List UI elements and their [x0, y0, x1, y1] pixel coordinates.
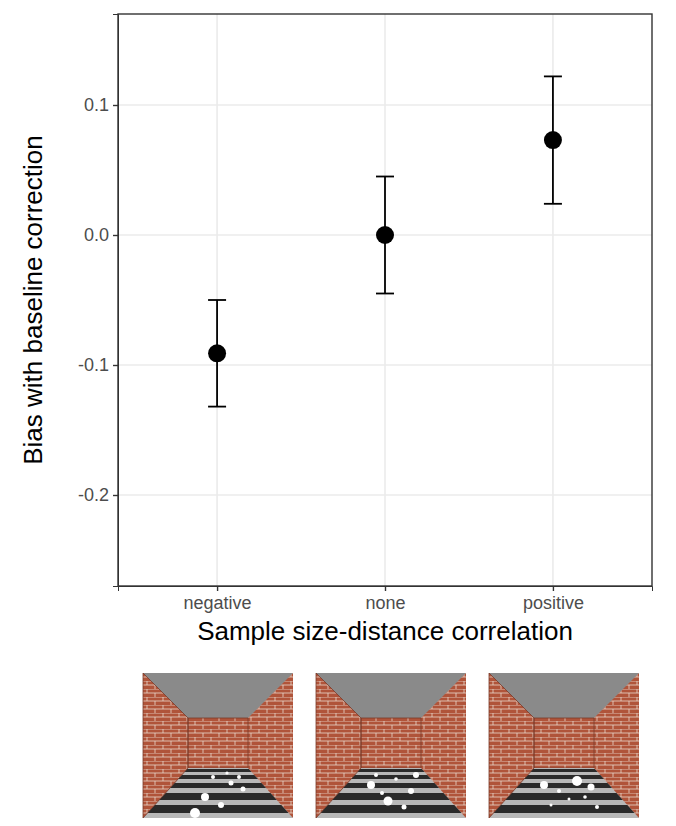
floor-stripe — [343, 783, 439, 788]
error-bar-cap — [208, 406, 226, 408]
y-tick-label: -0.2 — [78, 485, 109, 505]
y-tick: 0.1 — [84, 95, 118, 115]
floor-stripe — [159, 793, 277, 800]
error-bar — [376, 177, 394, 294]
floor-stripe — [505, 793, 623, 800]
x-axis-line — [119, 587, 653, 592]
floor-stripe — [357, 769, 424, 772]
grid — [118, 14, 652, 586]
y-tick: -0.1 — [78, 355, 118, 375]
corridor-back-wall — [534, 718, 594, 768]
corridor-edge — [143, 673, 188, 818]
y-tick-label: 0.0 — [84, 225, 109, 245]
corridor-back-wall — [361, 718, 421, 768]
x-tick-mark — [217, 586, 218, 591]
corridor-edge — [489, 673, 534, 818]
error-bar-cap — [544, 76, 562, 78]
y-tick: -0.2 — [78, 485, 118, 505]
floor-stripe — [321, 805, 462, 813]
corridor-walls — [143, 673, 293, 818]
corridor-walls — [489, 673, 639, 818]
point — [376, 226, 394, 244]
corridor-back-wall — [188, 718, 248, 768]
corridor-dot — [384, 797, 393, 806]
error-bar — [208, 300, 226, 407]
y-axis-title: Bias with baseline correction — [18, 135, 48, 465]
corridor-picture — [143, 673, 293, 818]
floor-stripe — [184, 769, 251, 772]
error-bar-cap — [376, 176, 394, 178]
corridor-dot — [241, 787, 246, 792]
corridor-dot — [557, 789, 561, 793]
y-tick-mark — [113, 365, 118, 366]
corridor-dot — [402, 805, 407, 810]
corridor-picture — [489, 673, 639, 818]
floor-stripe — [516, 783, 612, 788]
corridor-walls — [316, 673, 466, 818]
x-axis: negative none positive — [119, 586, 653, 613]
floor-stripe — [178, 775, 258, 779]
corridor-dot — [595, 805, 599, 809]
x-axis-title: Sample size-distance correlation — [197, 616, 573, 646]
x-tick: none — [365, 586, 405, 613]
y-tick-mark — [113, 235, 118, 236]
x-tick-label: negative — [184, 593, 252, 613]
x-tick-mark — [553, 586, 554, 591]
y-tick-label: 0.1 — [84, 95, 109, 115]
marks — [208, 76, 562, 406]
y-tick-mark — [113, 495, 118, 496]
error-bar-cap — [376, 293, 394, 295]
corridor-dot — [550, 804, 553, 807]
point — [208, 344, 226, 362]
point — [544, 131, 562, 149]
corridor-picture — [316, 673, 466, 818]
corridor-dot — [413, 772, 419, 778]
corridor-dot — [380, 791, 384, 795]
corridor-dot — [190, 808, 200, 818]
corridor-dot — [225, 771, 228, 774]
floor-stripe — [148, 805, 289, 813]
corridor-dot — [229, 781, 234, 786]
corridor-dot — [408, 788, 414, 794]
chart: -0.2 -0.1 0.0 0.1 negative none positive Bias w… — [0, 0, 676, 826]
x-tick-label: none — [365, 593, 405, 613]
plot-frame — [118, 14, 652, 586]
y-tick-mark — [113, 105, 118, 106]
corridor-dot — [218, 802, 224, 808]
corridor-dot — [374, 773, 378, 777]
x-tick-label: positive — [523, 593, 584, 613]
corridor-dot — [568, 798, 571, 801]
x-tick: positive — [523, 586, 584, 613]
corridor-dot — [572, 776, 582, 786]
floor-stripe — [530, 769, 597, 772]
floor-stripe — [524, 775, 604, 779]
corridor-dot — [588, 784, 595, 791]
x-tick-mark — [385, 586, 386, 591]
x-grid-line — [552, 14, 554, 586]
corridor-dot — [583, 795, 587, 799]
corridor-dot — [237, 775, 241, 779]
floor-stripe — [494, 805, 635, 813]
y-axis: -0.2 -0.1 0.0 0.1 — [78, 15, 119, 587]
error-bar-cap — [208, 299, 226, 301]
corridor-dot — [211, 775, 215, 779]
error-bar — [544, 76, 562, 203]
x-tick: negative — [184, 586, 252, 613]
corridor-dot — [394, 777, 398, 781]
x-grid-line — [384, 14, 386, 586]
corridor-dot — [201, 793, 209, 801]
y-tick-label: -0.1 — [78, 355, 109, 375]
error-bar-cap — [544, 203, 562, 205]
corridor-edge — [316, 673, 361, 818]
corridor-dot — [367, 781, 375, 789]
corridor-dot — [540, 781, 548, 789]
plot-background — [118, 14, 652, 586]
y-tick: 0.0 — [84, 225, 118, 245]
floor-stripe — [170, 783, 266, 788]
